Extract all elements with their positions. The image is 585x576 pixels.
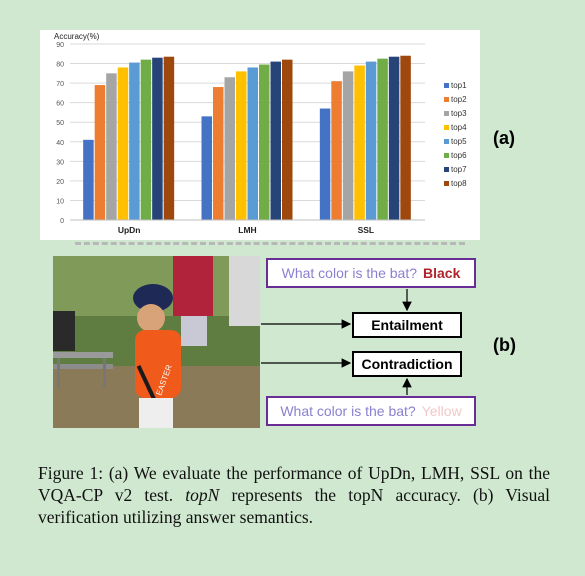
caption-part1: Figure 1: (a) We evaluate the performanc… <box>38 463 550 505</box>
bar-top1-lmh <box>201 116 212 220</box>
bar-top6-lmh <box>259 64 270 221</box>
legend-label-top7: top7 <box>451 165 467 174</box>
legend-label-top2: top2 <box>451 95 467 104</box>
legend-swatch-top6 <box>444 153 449 158</box>
bar-top7-ssl <box>388 56 400 220</box>
legend-swatch-top8 <box>444 181 449 186</box>
bar-top4-ssl <box>354 65 365 220</box>
bar-top6-ssl <box>377 58 388 221</box>
bar-top7-lmh <box>270 61 281 220</box>
bar-top8-updn <box>163 56 175 220</box>
bar-top2-lmh <box>213 87 224 220</box>
bar-top1-ssl <box>319 108 331 220</box>
legend-label-top3: top3 <box>451 109 467 118</box>
legend-label-top6: top6 <box>451 151 467 160</box>
question-text-bottom: What color is the bat? <box>280 403 416 419</box>
legend-label-top5: top5 <box>451 137 467 146</box>
photo-illustration: EASTER <box>53 256 260 428</box>
y-axis-label: Accuracy(%) <box>54 32 100 41</box>
bar-top3-lmh <box>224 77 235 220</box>
legend-swatch-top4 <box>444 125 449 130</box>
bar-top1-updn <box>83 139 94 220</box>
bar-top4-lmh <box>236 71 247 220</box>
bar-top2-updn <box>94 85 106 220</box>
x-tick-label: UpDn <box>118 225 141 235</box>
bar-top5-ssl <box>365 61 377 220</box>
contradiction-box: Contradiction <box>352 351 462 377</box>
bar-top5-lmh <box>247 67 258 220</box>
legend-swatch-top3 <box>444 111 449 116</box>
entailment-box: Entailment <box>352 312 462 338</box>
legend-label-top1: top1 <box>451 81 467 90</box>
legend-swatch-top1 <box>444 83 449 88</box>
x-tick-label: SSL <box>358 225 375 235</box>
legend-swatch-top2 <box>444 97 449 102</box>
question-text-top: What color is the bat? <box>281 265 418 281</box>
legend-label-top4: top4 <box>451 123 467 132</box>
bar-top8-lmh <box>282 59 293 221</box>
caption-topn: topN <box>185 485 220 505</box>
y-tick-label: 60 <box>56 101 64 108</box>
caption-part2: represents the topN accuracy. (b) Visual… <box>38 485 550 527</box>
label-a: (a) <box>493 128 515 148</box>
chart-panel: 0 10 20 30 40 50 60 70 80 90 Accuracy(%) UpDn LMH SSL… <box>40 30 480 240</box>
legend-swatch-top5 <box>444 139 449 144</box>
y-tick-label: 10 <box>56 198 64 205</box>
answer-black: Black <box>423 265 461 281</box>
legend-label-top8: top8 <box>451 179 467 188</box>
x-tick-label: LMH <box>238 225 256 235</box>
y-tick-label: 70 <box>56 81 64 88</box>
bar-top5-updn <box>129 62 140 221</box>
bar-top3-ssl <box>342 71 354 220</box>
answer-yellow: Yellow <box>421 403 462 419</box>
dashed-separator <box>75 242 465 245</box>
bar-top2-ssl <box>331 81 342 221</box>
bar-top6-updn <box>140 59 152 221</box>
bar-top7-updn <box>152 57 163 220</box>
figure-caption: Figure 1: (a) We evaluate the performanc… <box>38 462 550 528</box>
bar-top8-ssl <box>400 55 411 220</box>
baseball-photo: EASTER <box>53 256 260 428</box>
y-tick-label: 50 <box>56 120 64 127</box>
label-b: (b) <box>493 335 516 355</box>
y-tick-label: 0 <box>60 218 64 225</box>
legend-swatch-top7 <box>444 167 449 172</box>
y-tick-label: 90 <box>56 42 64 49</box>
y-tick-label: 30 <box>56 159 64 166</box>
question-box-bottom: What color is the bat? Yellow <box>266 396 476 426</box>
question-box-top: What color is the bat? Black <box>266 258 476 288</box>
y-tick-label: 40 <box>56 140 64 147</box>
bar-top3-updn <box>106 73 117 220</box>
y-tick-label: 80 <box>56 62 64 69</box>
bar-top4-updn <box>117 67 129 220</box>
y-tick-label: 20 <box>56 179 64 186</box>
